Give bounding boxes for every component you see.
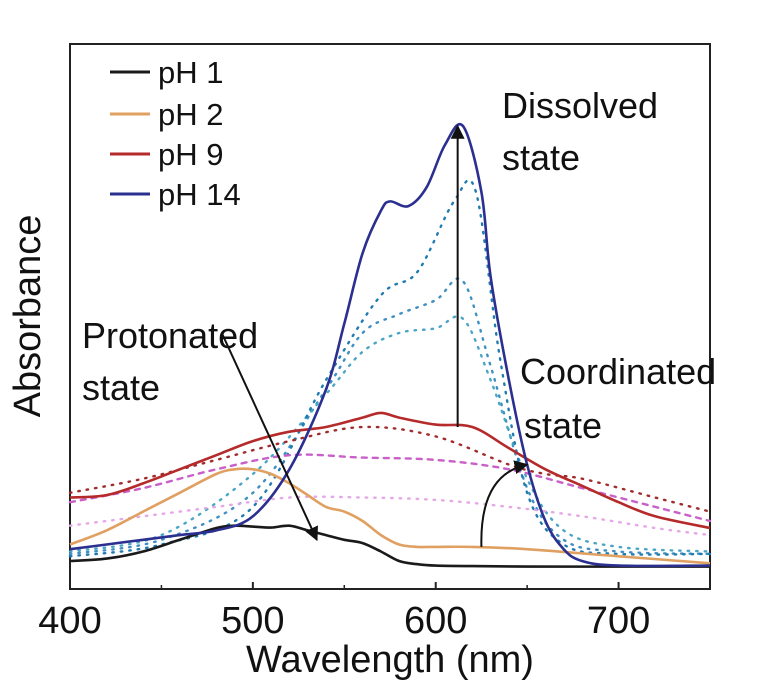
legend-label-ph2: pH 2	[158, 97, 223, 132]
legend-label-ph14: pH 14	[158, 177, 241, 212]
y-axis-title: Absorbance	[7, 215, 49, 418]
annotation-dissolved: Dissolved state	[502, 85, 658, 178]
intermediate-curve-4	[68, 453, 712, 523]
arrow-coordinated	[480, 460, 529, 547]
svg-text:state: state	[502, 137, 580, 178]
legend-label-ph9: pH 9	[158, 137, 223, 172]
x-tick-label: 600	[404, 600, 467, 642]
intermediate-curve-2	[68, 315, 712, 553]
series-layer	[68, 123, 712, 568]
annotation-coordinated: Coordinated state	[520, 351, 716, 446]
annotation-protonated: Protonated state	[82, 315, 258, 408]
series-line-ph2	[69, 467, 711, 565]
plot-frame	[69, 43, 711, 590]
x-tick-label: 500	[221, 600, 284, 642]
svg-text:state: state	[524, 405, 602, 446]
series-line-ph14	[69, 123, 711, 568]
svg-text:Coordinated: Coordinated	[520, 351, 716, 392]
svg-text:state: state	[82, 367, 160, 408]
svg-text:Protonated: Protonated	[82, 315, 258, 356]
x-tick-label: 400	[38, 600, 101, 642]
legend-label-ph1: pH 1	[158, 55, 223, 90]
x-tick-layer: 400 500 600 700	[38, 582, 650, 642]
intermediate-curve-6	[68, 425, 712, 513]
arrow-layer	[220, 124, 529, 547]
intermediate-curve-5	[68, 495, 712, 537]
series-line-ph1	[69, 524, 710, 568]
x-tick-label: 700	[587, 600, 650, 642]
arrow-protonated	[220, 332, 318, 542]
legend: pH 1 pH 2 pH 9 pH 14	[110, 55, 241, 212]
intermediate-curve-1	[68, 277, 712, 556]
svg-text:Dissolved: Dissolved	[502, 85, 658, 126]
series-line-ph9	[69, 411, 711, 530]
x-axis-title: Wavelength (nm)	[246, 639, 534, 681]
